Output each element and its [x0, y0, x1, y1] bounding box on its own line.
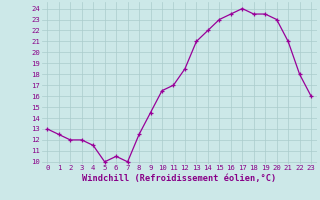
X-axis label: Windchill (Refroidissement éolien,°C): Windchill (Refroidissement éolien,°C): [82, 174, 276, 183]
